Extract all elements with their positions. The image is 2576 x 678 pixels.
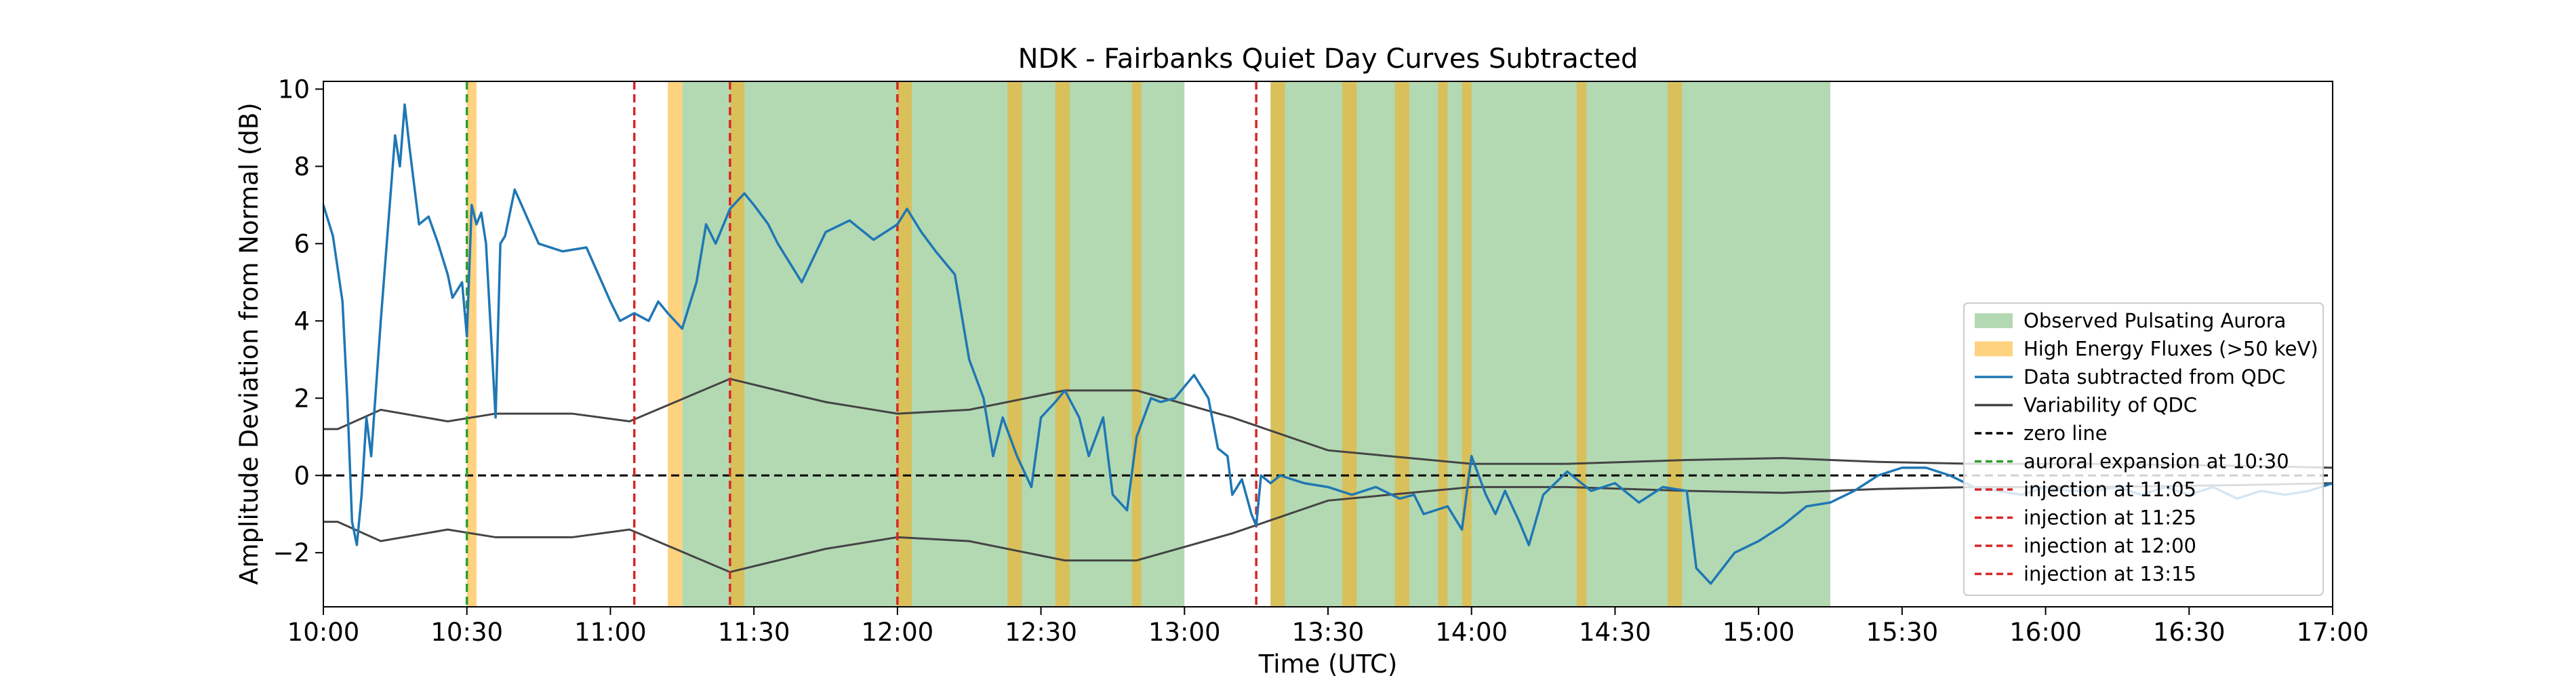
x-tick-label: 14:30 — [1579, 618, 1651, 647]
y-axis-label: Amplitude Deviation from Normal (dB) — [235, 102, 264, 584]
legend-swatch-aurora — [1975, 313, 2013, 328]
flux-band — [1342, 81, 1357, 607]
y-axis: −2 0 2 4 6 8 10 — [273, 75, 323, 567]
flux-band — [1270, 81, 1285, 607]
flux-band — [1394, 81, 1409, 607]
qdc-variability-layer — [323, 378, 2333, 574]
event-lines-layer — [465, 81, 1257, 607]
legend-label: High Energy Fluxes (>50 keV) — [2024, 338, 2318, 361]
legend: Observed Pulsating Aurora High Energy Flu… — [1963, 302, 2324, 596]
flux-band — [1576, 81, 1587, 607]
flux-band — [729, 81, 745, 607]
qdc-lower-line — [323, 482, 2333, 574]
legend-box — [1963, 302, 2324, 596]
x-axis: 10:00 10:30 11:00 11:30 12:00 12:30 13:00 13:30… — [287, 607, 2369, 647]
x-tick-label: 12:00 — [862, 618, 934, 647]
legend-label: injection at 12:00 — [2024, 534, 2196, 557]
y-tick-label: −2 — [273, 538, 310, 567]
qdc-upper-line — [323, 378, 2333, 469]
x-tick-label: 11:30 — [718, 618, 790, 647]
legend-label: injection at 11:25 — [2024, 506, 2196, 530]
legend-label: Variability of QDC — [2024, 394, 2197, 417]
flux-band — [897, 81, 912, 607]
x-axis-label: Time (UTC) — [1258, 650, 1398, 678]
x-tick-label: 10:30 — [430, 618, 503, 647]
data-line — [323, 103, 2333, 585]
flux-band — [466, 81, 477, 607]
y-tick-label: 0 — [294, 461, 310, 490]
aurora-band — [1270, 81, 1830, 607]
y-tick-label: 6 — [294, 229, 310, 258]
legend-label: zero line — [2024, 422, 2108, 445]
flux-band — [1462, 81, 1472, 607]
legend-label: Observed Pulsating Aurora — [2024, 309, 2286, 332]
legend-label: injection at 11:05 — [2024, 478, 2196, 501]
flux-band — [1438, 81, 1448, 607]
x-tick-label: 13:30 — [1292, 618, 1365, 647]
x-tick-label: 15:30 — [1866, 618, 1939, 647]
aurora-band — [682, 81, 1185, 607]
x-tick-label: 16:00 — [2009, 618, 2082, 647]
x-tick-label: 14:00 — [1435, 618, 1508, 647]
x-tick-label: 13:00 — [1148, 618, 1221, 647]
x-tick-label: 10:00 — [287, 618, 360, 647]
y-tick-label: 2 — [294, 384, 310, 413]
shading-layer — [466, 81, 1830, 607]
chart-title: NDK - Fairbanks Quiet Day Curves Subtrac… — [1018, 43, 1638, 75]
flux-band — [1007, 81, 1022, 607]
legend-label: auroral expansion at 10:30 — [2024, 450, 2289, 473]
flux-band — [668, 81, 683, 607]
y-tick-label: 8 — [294, 152, 310, 181]
data-series-layer — [323, 103, 2333, 585]
y-tick-label: 4 — [294, 306, 310, 336]
flux-band — [1055, 81, 1070, 607]
flux-band — [1131, 81, 1142, 607]
x-tick-label: 11:00 — [574, 618, 647, 647]
legend-swatch-flux — [1975, 341, 2013, 357]
flux-band — [1668, 81, 1683, 607]
legend-label: Data subtracted from QDC — [2024, 365, 2285, 388]
x-tick-label: 17:00 — [2297, 618, 2369, 647]
x-tick-label: 12:30 — [1005, 618, 1077, 647]
y-tick-label: 10 — [278, 75, 310, 104]
x-tick-label: 16:30 — [2153, 618, 2226, 647]
x-tick-label: 15:00 — [1723, 618, 1795, 647]
legend-label: injection at 13:15 — [2024, 563, 2196, 586]
